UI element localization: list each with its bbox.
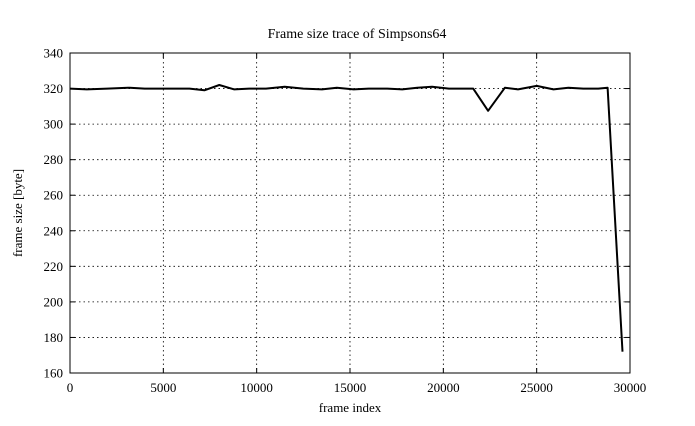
axis-ticks xyxy=(69,52,631,374)
x-tick-label: 20000 xyxy=(427,380,460,395)
grid-lines xyxy=(70,53,630,373)
y-tick-label: 160 xyxy=(44,366,64,381)
y-tick-label: 320 xyxy=(44,81,64,96)
y-tick-labels: 160 180 200 220 240 260 280 300 320 340 xyxy=(44,46,64,381)
plot-frame xyxy=(69,52,631,374)
y-tick-label: 340 xyxy=(44,46,64,61)
y-tick-label: 300 xyxy=(44,117,64,132)
x-tick-label: 5000 xyxy=(150,380,176,395)
chart-title: Frame size trace of Simpsons64 xyxy=(268,27,447,42)
y-tick-label: 240 xyxy=(44,223,64,238)
x-tick-label: 0 xyxy=(67,380,74,395)
y-axis-label: frame size [byte] xyxy=(10,169,25,257)
x-tick-label: 10000 xyxy=(240,380,273,395)
series-layer xyxy=(69,84,624,352)
x-tick-labels: 0 5000 10000 15000 20000 25000 30000 xyxy=(67,380,647,395)
series-line xyxy=(69,84,624,352)
y-tick-label: 260 xyxy=(44,188,64,203)
x-axis-label: frame index xyxy=(319,400,382,415)
y-tick-label: 200 xyxy=(44,294,64,309)
y-tick-label: 180 xyxy=(44,330,64,345)
y-tick-label: 280 xyxy=(44,152,64,167)
x-tick-label: 25000 xyxy=(520,380,553,395)
x-tick-label: 30000 xyxy=(614,380,647,395)
y-tick-label: 220 xyxy=(44,259,64,274)
x-tick-label: 15000 xyxy=(334,380,367,395)
